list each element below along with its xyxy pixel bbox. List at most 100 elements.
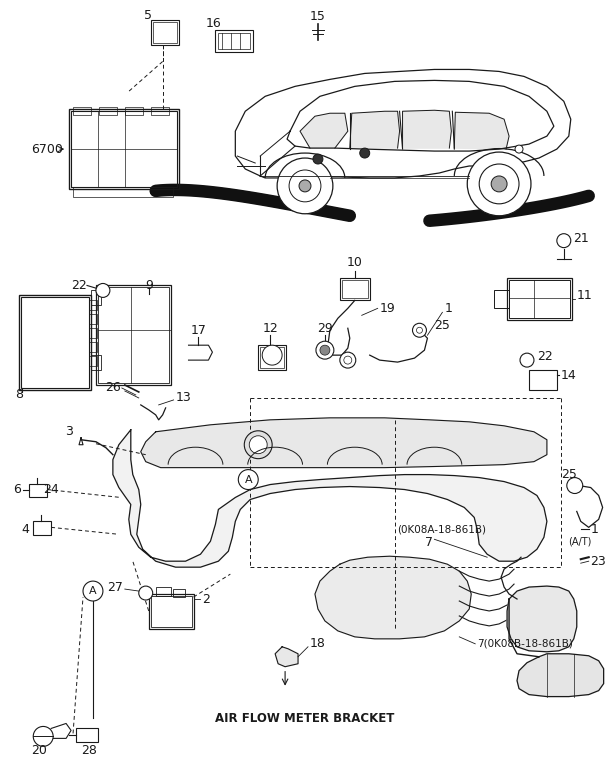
Circle shape	[313, 154, 323, 164]
Circle shape	[520, 353, 534, 367]
Text: 7: 7	[425, 536, 434, 549]
Bar	[258, 345, 286, 370]
Polygon shape	[517, 654, 604, 696]
Bar	[156, 587, 171, 596]
Text: 22: 22	[71, 279, 87, 292]
Bar	[33, 521, 51, 535]
Text: 25: 25	[434, 318, 450, 332]
Text: 9: 9	[145, 279, 152, 292]
Polygon shape	[454, 113, 509, 149]
Text: A: A	[245, 475, 252, 484]
Text: 29: 29	[317, 322, 333, 335]
Bar	[149, 594, 193, 629]
Bar	[529, 370, 557, 390]
Text: 6: 6	[13, 483, 21, 496]
Text: 24: 24	[43, 483, 59, 496]
Bar	[76, 729, 98, 742]
Bar	[173, 589, 185, 597]
Text: 11: 11	[577, 289, 592, 302]
Bar	[29, 483, 47, 497]
Bar	[89, 301, 97, 311]
Circle shape	[417, 327, 423, 333]
Text: 25: 25	[561, 468, 576, 481]
Bar	[151, 596, 192, 627]
Polygon shape	[350, 111, 400, 148]
Bar	[342, 281, 368, 298]
Circle shape	[277, 158, 333, 214]
Text: 26: 26	[105, 382, 121, 395]
Circle shape	[244, 431, 272, 459]
Text: 27: 27	[107, 581, 123, 594]
Bar	[89, 328, 97, 338]
Circle shape	[567, 477, 583, 493]
Polygon shape	[141, 418, 547, 468]
Text: 20: 20	[31, 744, 47, 757]
Circle shape	[239, 470, 258, 490]
Bar	[71, 111, 176, 187]
Text: 1: 1	[444, 302, 452, 315]
Circle shape	[557, 234, 571, 247]
Circle shape	[479, 164, 519, 204]
Text: 4: 4	[21, 523, 29, 536]
Bar	[494, 291, 509, 308]
Text: 19: 19	[379, 302, 395, 315]
Circle shape	[289, 170, 321, 202]
Bar	[20, 295, 91, 390]
Bar	[340, 278, 370, 301]
Bar	[98, 288, 168, 383]
Circle shape	[96, 284, 110, 298]
Text: 2: 2	[203, 593, 210, 605]
Bar	[96, 285, 171, 385]
Polygon shape	[113, 429, 547, 567]
Text: 21: 21	[573, 232, 589, 245]
Bar	[152, 22, 176, 42]
Text: 22: 22	[537, 349, 553, 362]
Bar	[218, 32, 250, 49]
Text: (A/T): (A/T)	[568, 537, 592, 547]
Circle shape	[344, 356, 352, 364]
Text: 10: 10	[347, 256, 363, 269]
Text: 13: 13	[176, 392, 192, 405]
Text: 5: 5	[144, 9, 152, 22]
Bar	[89, 356, 97, 366]
Bar	[151, 107, 168, 115]
Circle shape	[491, 176, 507, 192]
Text: 23: 23	[590, 554, 606, 567]
Text: 18: 18	[310, 638, 326, 650]
Bar	[91, 355, 101, 370]
Circle shape	[412, 323, 426, 337]
Polygon shape	[507, 586, 577, 651]
Bar	[151, 20, 179, 45]
Text: 7(0K08B-18-861B): 7(0K08B-18-861B)	[477, 639, 573, 649]
Polygon shape	[275, 647, 298, 667]
Text: 1: 1	[590, 523, 598, 536]
Circle shape	[515, 145, 523, 153]
Bar	[215, 29, 253, 52]
Text: 15: 15	[310, 10, 326, 23]
Bar	[73, 107, 91, 115]
Bar	[21, 298, 89, 388]
Text: (0K08A-18-861B): (0K08A-18-861B)	[398, 524, 487, 534]
Circle shape	[249, 436, 267, 453]
Bar	[89, 342, 97, 352]
Circle shape	[138, 586, 152, 600]
Bar	[507, 278, 572, 320]
Bar	[73, 187, 173, 197]
Circle shape	[316, 342, 334, 359]
Bar	[260, 347, 284, 368]
Circle shape	[33, 726, 53, 746]
Text: 8: 8	[15, 389, 23, 402]
Circle shape	[262, 345, 282, 365]
Text: 14: 14	[561, 369, 576, 382]
Bar	[509, 281, 570, 318]
Text: 3: 3	[65, 426, 73, 438]
Polygon shape	[403, 110, 451, 148]
Circle shape	[299, 180, 311, 192]
Bar	[99, 107, 117, 115]
Circle shape	[340, 352, 356, 368]
Circle shape	[83, 581, 103, 601]
Text: 6700: 6700	[31, 143, 63, 156]
Bar	[69, 109, 179, 189]
Polygon shape	[300, 113, 348, 148]
Text: AIR FLOW METER BRACKET: AIR FLOW METER BRACKET	[215, 712, 395, 725]
